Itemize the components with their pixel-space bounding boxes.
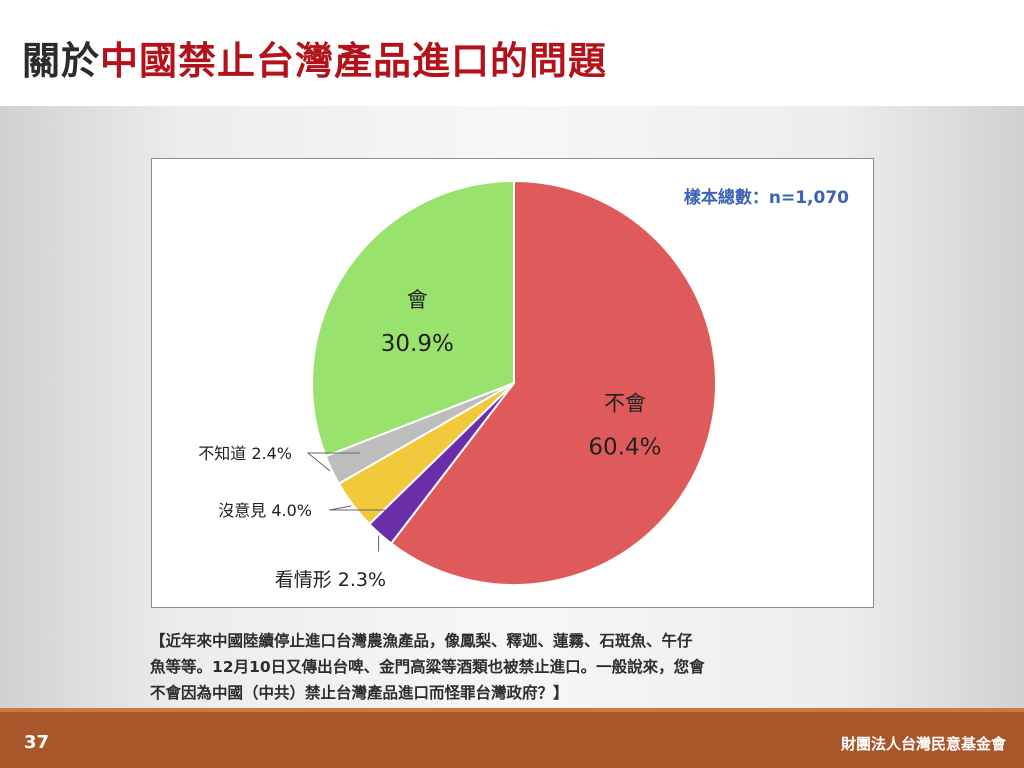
title-bar: 關於中國禁止台灣產品進口的問題 (0, 0, 1024, 106)
sample-size: 樣本總數：n=1,070 (683, 188, 849, 208)
question-line: 魚等等。12月10日又傳出台啤、金門高粱等酒類也被禁止進口。一般說來，您會 (150, 658, 705, 676)
footer-bar (0, 708, 1024, 768)
title-prefix: 關於 (22, 39, 101, 83)
pie-chart: 不會 60.4% 會 30.9% 看情形 2.3% 沒意見 4.0% 不知道 2.4% (198, 179, 717, 591)
slice-value-no: 60.4% (588, 435, 661, 461)
slice-label-yes: 會 (407, 288, 428, 312)
slice-callout-no-opinion: 沒意見 4.0% (218, 501, 312, 520)
slice-value-yes: 30.9% (381, 331, 454, 357)
page-number: 37 (24, 732, 50, 753)
slice-callout-dont-know: 不知道 2.4% (198, 444, 292, 463)
question-line: 不會因為中國（中共）禁止台灣產品進口而怪罪台灣政府？】 (150, 684, 569, 702)
pie-slice-no (389, 179, 717, 586)
footer-divider (0, 708, 1024, 712)
slide-title: 關於中國禁止台灣產品進口的問題 (22, 30, 607, 85)
question-line: 【近年來中國陸續停止進口台灣農漁產品，像鳳梨、釋迦、蓮霧、石斑魚、午仔 (150, 632, 693, 650)
survey-question: 【近年來中國陸續停止進口台灣農漁產品，像鳳梨、釋迦、蓮霧、石斑魚、午仔 魚等等。… (150, 628, 880, 706)
leader-line-dont-know (306, 452, 360, 472)
chart-panel: 樣本總數：n=1,070 不會 60.4% 會 30.9% 看情形 2.3% 沒意見 4.… (151, 158, 874, 608)
title-main: 中國禁止台灣產品進口的問題 (100, 39, 608, 83)
leader-line-no-opinion (329, 505, 385, 511)
slice-label-no: 不會 (604, 392, 646, 416)
slice-callout-depends: 看情形 2.3% (275, 569, 386, 591)
organization-name: 財團法人台灣民意基金會 (840, 735, 1006, 753)
pie-slice-yes (311, 179, 515, 458)
